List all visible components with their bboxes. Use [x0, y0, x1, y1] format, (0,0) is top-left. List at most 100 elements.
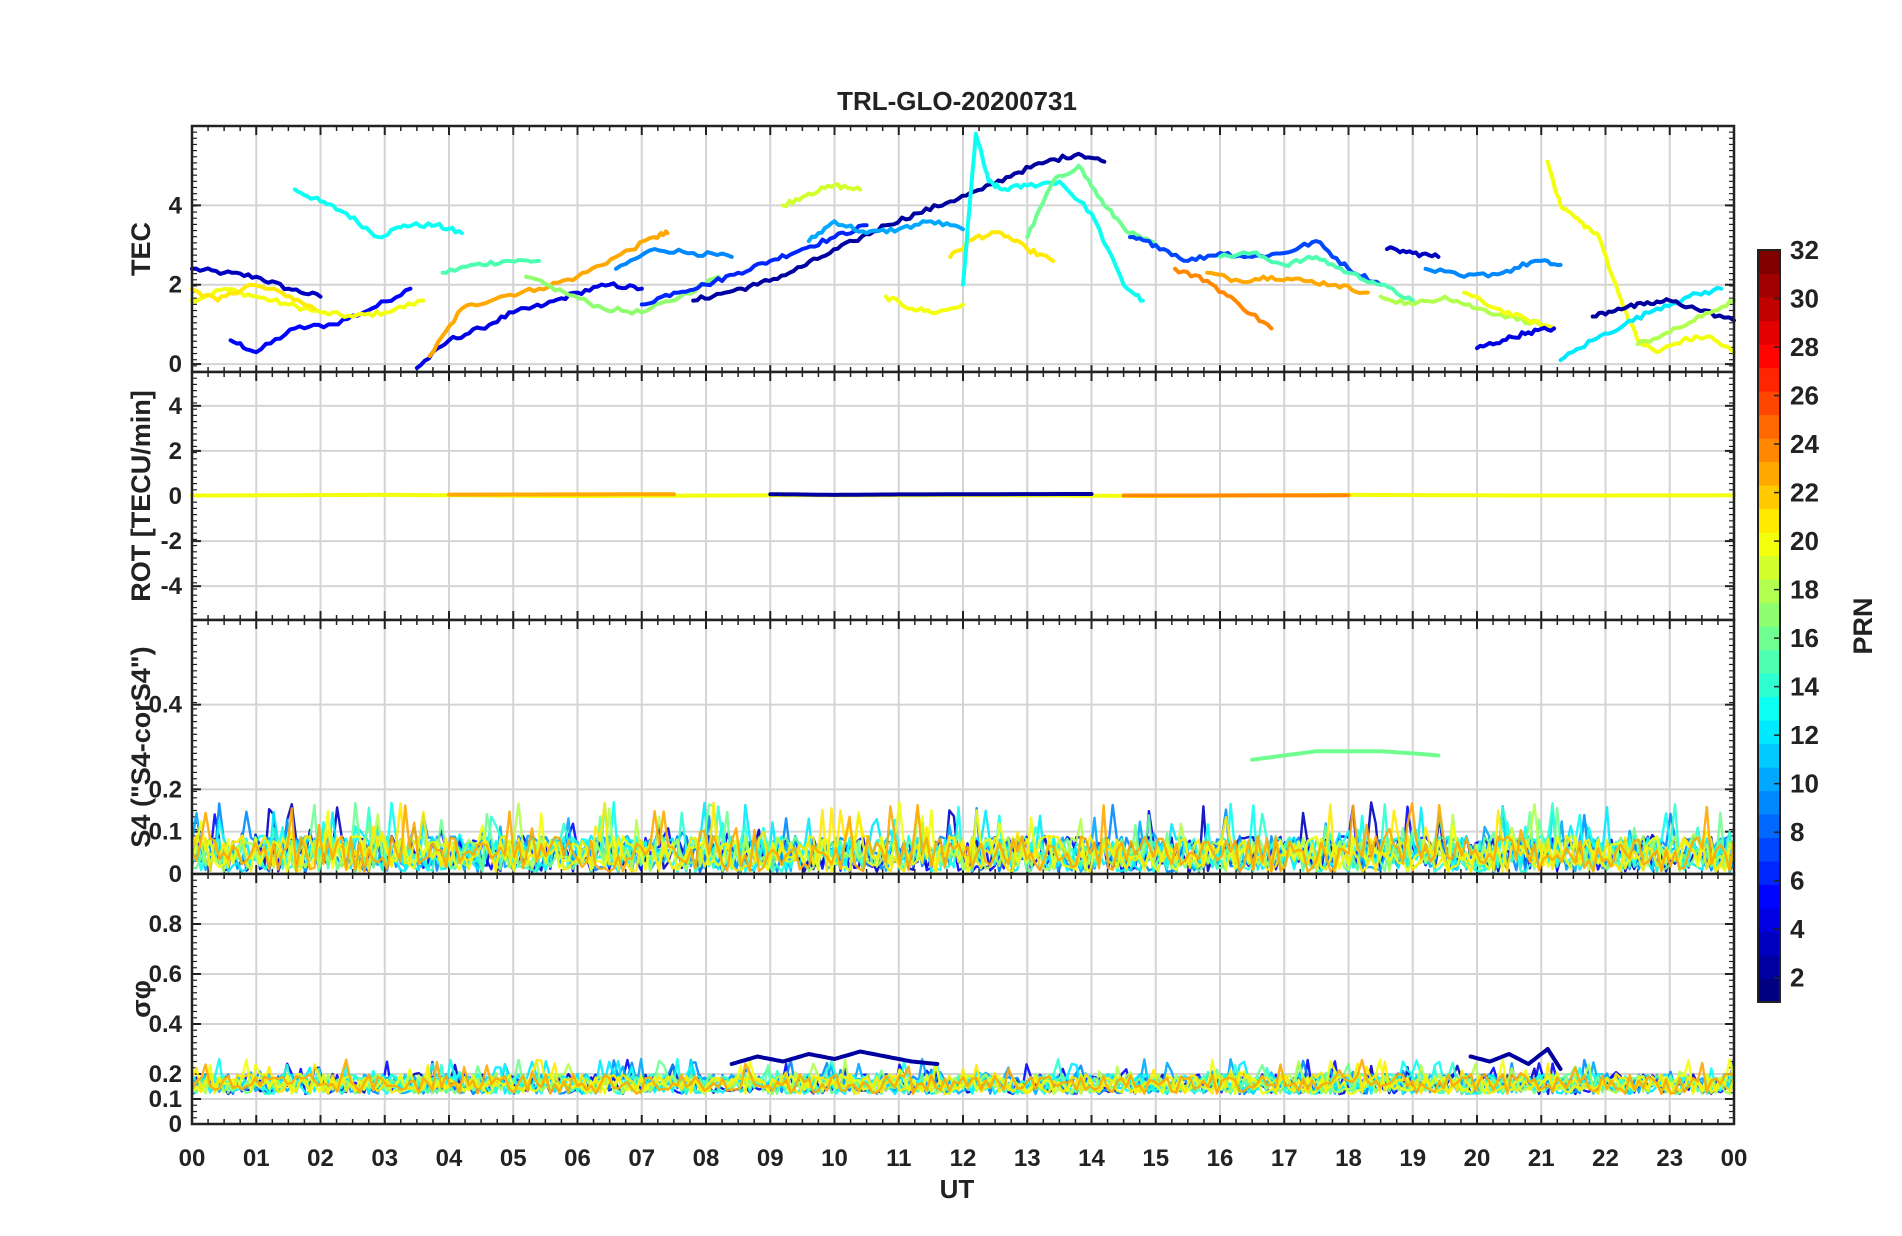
panel-4: 00.10.2 0.4 0.6 0.8 σφ	[126, 872, 1736, 1138]
colorbar-segment	[1758, 790, 1780, 815]
x-tick-label: 17	[1271, 1145, 1298, 1172]
y-tick-label: 2	[169, 438, 182, 465]
series-line-prn-7	[1128, 235, 1383, 287]
x-tick-label: 11	[886, 1145, 911, 1172]
colorbar-segment	[1758, 579, 1780, 604]
colorbar-segment	[1758, 861, 1780, 886]
series-line-prn-2	[768, 492, 1094, 497]
series-line-prn-9	[614, 247, 734, 271]
series-line-prn-23	[427, 229, 670, 359]
colorbar-segment	[1758, 649, 1780, 674]
y-tick-label: 4	[169, 192, 183, 219]
series-line-prn-13	[961, 131, 1145, 303]
x-tick-label: 09	[757, 1145, 784, 1172]
colorbar-segment	[1758, 391, 1780, 416]
y-tick-label: 0.4	[149, 692, 183, 719]
series-line-prn-19	[781, 182, 863, 209]
colorbar-segment	[1758, 767, 1780, 792]
colorbar-segment	[1758, 508, 1780, 533]
x-tick-label: 00	[179, 1145, 206, 1172]
noise-series-prn-23	[190, 802, 1736, 873]
x-tick-label: 20	[1464, 1145, 1491, 1172]
colorbar-segment	[1758, 438, 1780, 463]
colorbar-segment	[1758, 743, 1780, 768]
panel-frame	[190, 872, 1736, 1126]
colorbar-segment	[1758, 485, 1780, 510]
colorbar-segment	[1758, 908, 1780, 933]
series-line-prn-20	[1462, 290, 1557, 331]
colorbar-segment	[1758, 931, 1780, 956]
x-tick-label: 06	[564, 1145, 591, 1172]
y-axis-label: TEC	[126, 222, 156, 276]
y-tick-label: -4	[161, 573, 183, 600]
y-axis-label: σφ	[126, 980, 156, 1018]
colorbar-segment	[1758, 814, 1780, 839]
series-line-prn-2	[1590, 297, 1736, 323]
x-tick-label: 01	[243, 1145, 270, 1172]
x-tick-label: 13	[1014, 1145, 1041, 1172]
series-line-prn-4	[414, 281, 644, 370]
series-line-prn-23	[1205, 270, 1370, 295]
series-line-prn-13	[292, 187, 464, 240]
series-line-prn-5	[228, 286, 413, 355]
colorbar-tick-label: 32	[1790, 235, 1819, 265]
series-line-prn-4	[1475, 325, 1557, 351]
series-line-prn-24	[1173, 266, 1274, 331]
colorbar-tick-label: 16	[1790, 623, 1819, 653]
y-tick-label: 0.8	[149, 911, 182, 938]
series-line-prn-18	[1635, 298, 1736, 347]
colorbar-frame	[1757, 249, 1781, 1003]
y-tick-label: 0.1	[149, 819, 182, 846]
series-line-prn-10	[806, 219, 965, 244]
colorbar-label: PRN	[1848, 597, 1878, 654]
panel-2: -4 -2 0 2 4 ROT [TECU/min]	[126, 370, 1736, 622]
panel-1: 0 2 4 TEC	[126, 124, 1736, 378]
colorbar-segment	[1758, 367, 1780, 392]
series-line-prn-16	[1025, 163, 1158, 247]
x-tick-label: 12	[950, 1145, 977, 1172]
colorbar-tick-label: 2	[1790, 963, 1804, 993]
colorbar-segment	[1758, 884, 1780, 909]
x-tick-label: 08	[693, 1145, 720, 1172]
colorbar-segment	[1758, 273, 1780, 298]
colorbar-tick-label: 18	[1790, 575, 1819, 605]
colorbar-segment	[1758, 320, 1780, 345]
colorbar-tick-label: 24	[1790, 429, 1819, 459]
colorbar-tick-label: 12	[1790, 720, 1819, 750]
series-line-prn-15	[440, 257, 541, 275]
colorbar-tick-label: 30	[1790, 284, 1819, 314]
colorbar-segment	[1758, 602, 1780, 627]
colorbar-tick-label: 14	[1790, 672, 1819, 702]
x-tick-label: 22	[1592, 1145, 1619, 1172]
chart-title: TRL-GLO-20200731	[837, 86, 1077, 116]
y-tick-label: 0.1	[149, 1086, 182, 1113]
noise-band-group	[190, 800, 1736, 874]
x-tick-label: 23	[1656, 1145, 1683, 1172]
x-tick-label: 16	[1207, 1145, 1234, 1172]
x-tick-label: 07	[628, 1145, 655, 1172]
x-tick-label: 15	[1142, 1145, 1169, 1172]
colorbar-tick-label: 8	[1790, 817, 1804, 847]
colorbar-segment	[1758, 344, 1780, 369]
colorbar-segment	[1758, 532, 1780, 557]
y-tick-label: 0	[169, 483, 182, 510]
y-tick-label: -2	[161, 528, 182, 555]
colorbar-segment	[1758, 837, 1780, 862]
series-line-prn-3	[1385, 245, 1441, 259]
y-tick-label: 0	[169, 351, 182, 378]
x-tick-label: 02	[307, 1145, 334, 1172]
colorbar-tick-label: 26	[1790, 381, 1819, 411]
series-line-prn-2	[729, 1049, 940, 1066]
x-tick-label: 05	[500, 1145, 527, 1172]
x-axis: 00 01 02 03 04 05 06 07 08 09 10 11 12 13 14 15 16 17 18 19…	[179, 1145, 1748, 1172]
colorbar-tick-label: 4	[1790, 914, 1805, 944]
x-axis-label: UT	[940, 1174, 975, 1204]
x-tick-label: 10	[821, 1145, 848, 1172]
series-line-prn-2	[1468, 1047, 1563, 1071]
colorbar-segment	[1758, 414, 1780, 439]
series-line-prn-15	[1218, 250, 1415, 303]
colorbar-segment	[1758, 955, 1780, 980]
series-line-prn-20	[883, 294, 965, 316]
